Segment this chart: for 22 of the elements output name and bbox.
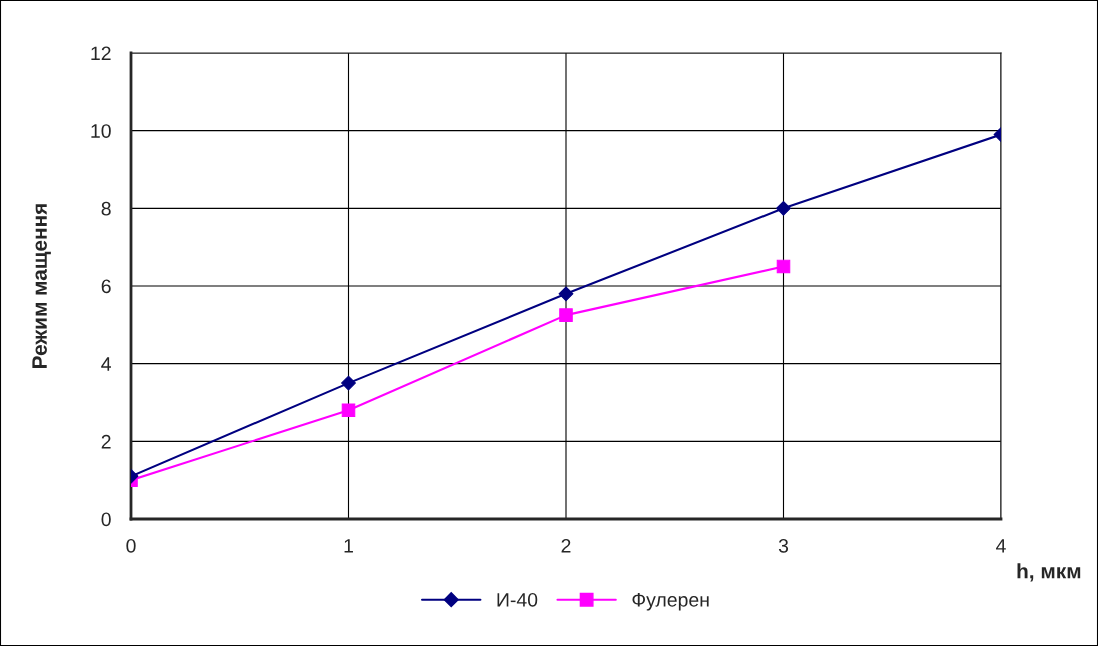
- x-tick-label: 3: [778, 538, 789, 553]
- point: [341, 403, 356, 418]
- y-axis-title: Режим мащення: [32, 204, 51, 368]
- y-tick-label: 2: [101, 434, 111, 449]
- x-axis-title: h, мкм: [1017, 563, 1081, 582]
- y-tick-label: 6: [101, 279, 111, 294]
- point: [341, 375, 356, 391]
- legend-label: И-40: [497, 592, 538, 607]
- y-tick-label: 10: [91, 124, 111, 138]
- point: [559, 308, 573, 322]
- point: [776, 259, 791, 274]
- y-tick-label: 0: [101, 512, 111, 527]
- y-tick-label: 4: [101, 357, 111, 371]
- x-tick-label: 0: [126, 538, 136, 553]
- y-tick-label: 8: [101, 201, 111, 216]
- x-tick-label: 1: [344, 539, 353, 553]
- legend-label: Фулерен: [632, 593, 709, 611]
- x-tick-label: 4: [996, 539, 1006, 553]
- point: [776, 200, 791, 216]
- x-tick-label: 2: [561, 538, 571, 553]
- y-tick-label: 12: [91, 46, 111, 61]
- point: [558, 286, 574, 302]
